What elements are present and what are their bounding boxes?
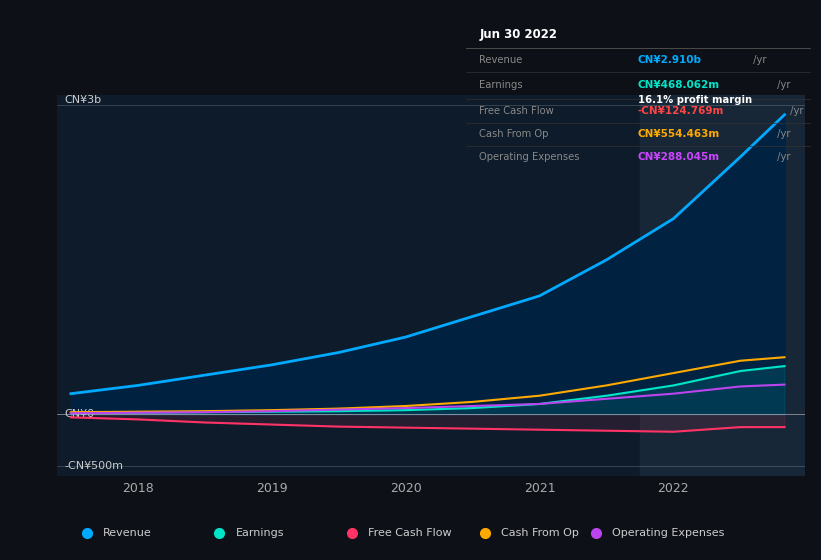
Text: 16.1% profit margin: 16.1% profit margin [638, 95, 752, 105]
Text: Cash From Op: Cash From Op [479, 129, 548, 139]
Text: Operating Expenses: Operating Expenses [612, 529, 725, 538]
Text: CN¥0: CN¥0 [64, 409, 94, 419]
Text: Earnings: Earnings [479, 80, 523, 90]
Text: CN¥468.062m: CN¥468.062m [638, 80, 720, 90]
Text: Free Cash Flow: Free Cash Flow [479, 106, 554, 116]
Text: CN¥554.463m: CN¥554.463m [638, 129, 720, 139]
Text: -CN¥500m: -CN¥500m [64, 461, 123, 471]
Text: /yr: /yr [774, 152, 791, 162]
Text: Revenue: Revenue [103, 529, 152, 538]
Text: -CN¥124.769m: -CN¥124.769m [638, 106, 724, 116]
Text: CN¥288.045m: CN¥288.045m [638, 152, 720, 162]
Text: Jun 30 2022: Jun 30 2022 [479, 27, 557, 40]
Text: Revenue: Revenue [479, 55, 523, 66]
Text: /yr: /yr [774, 80, 791, 90]
Text: Cash From Op: Cash From Op [501, 529, 579, 538]
Bar [640, 95, 805, 476]
Text: CN¥3b: CN¥3b [64, 96, 101, 105]
Text: Free Cash Flow: Free Cash Flow [368, 529, 452, 538]
Text: Earnings: Earnings [236, 529, 284, 538]
Text: Operating Expenses: Operating Expenses [479, 152, 580, 162]
Text: /yr: /yr [750, 55, 766, 66]
Text: /yr: /yr [774, 129, 791, 139]
Text: /yr: /yr [787, 106, 804, 116]
Text: CN¥2.910b: CN¥2.910b [638, 55, 702, 66]
